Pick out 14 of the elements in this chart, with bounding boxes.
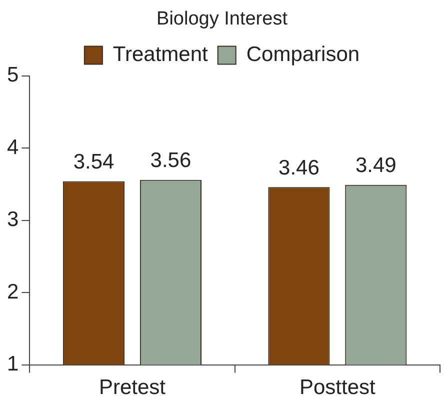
legend-label: Treatment (112, 43, 208, 66)
y-tick-label: 5 (6, 64, 19, 87)
data-label: 3.46 (278, 156, 320, 180)
data-label: 3.54 (73, 150, 115, 174)
x-tick-label: Posttest (299, 376, 376, 400)
y-tick-label: 1 (6, 352, 19, 376)
chart-title: Biology Interest (156, 8, 288, 30)
data-label: 3.49 (355, 154, 396, 178)
y-tick-label: 3 (6, 208, 19, 232)
data-label: 3.56 (150, 149, 192, 172)
y-tick-label: 2 (6, 280, 19, 304)
x-tick-label: Pretest (98, 376, 166, 400)
legend-label: Comparison (246, 43, 360, 66)
y-tick-label: 4 (6, 136, 19, 159)
